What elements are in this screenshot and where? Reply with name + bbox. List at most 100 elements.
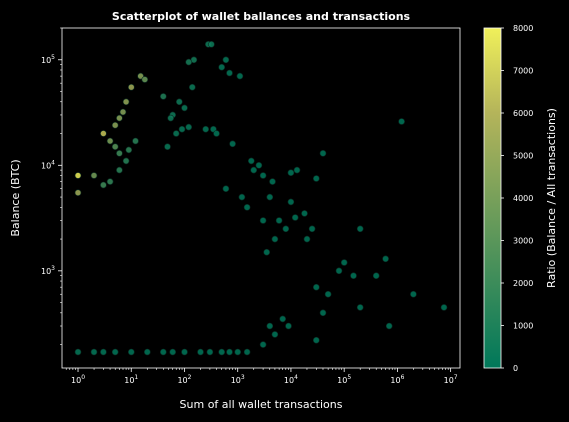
scatter-point xyxy=(125,146,133,154)
scatter-point xyxy=(132,137,139,145)
scatter-point xyxy=(287,198,295,206)
x-tick-label: 102 xyxy=(177,374,191,385)
scatter-point xyxy=(74,348,82,356)
x-axis-ticks: 100 101 102 103 104 105 106 107 xyxy=(65,368,458,385)
scatter-point xyxy=(271,331,279,338)
scatter-point xyxy=(222,185,230,192)
scatter-point xyxy=(111,121,119,129)
y-axis-ticks: 103 104 105 xyxy=(41,27,62,345)
scatter-point xyxy=(243,204,251,211)
scatter-point xyxy=(410,290,417,298)
scatter-point xyxy=(122,157,130,165)
scatter-point xyxy=(90,172,98,179)
scatter-point xyxy=(340,259,348,266)
scatter-point xyxy=(229,140,236,148)
y-tick-label: 105 xyxy=(41,54,55,65)
scatter-point xyxy=(293,166,301,174)
x-tick-label: 107 xyxy=(444,374,458,385)
scatter-point xyxy=(137,72,144,80)
colorbar-label: Ratio (Balance / All transactions) xyxy=(545,108,558,288)
scatter-point xyxy=(335,267,343,275)
scatter-point xyxy=(90,348,98,356)
scatter-point xyxy=(308,225,316,233)
scatter-point xyxy=(197,348,204,356)
scatter-point xyxy=(213,130,220,137)
scatter-point xyxy=(255,162,263,169)
scatter-point xyxy=(128,348,135,356)
colorbar-tick-label: 5000 xyxy=(513,152,533,161)
scatter-point xyxy=(385,322,393,330)
scatter-point xyxy=(287,169,295,176)
scatter-point xyxy=(266,322,274,330)
x-tick-label: 106 xyxy=(390,374,404,385)
scatter-point xyxy=(222,56,230,64)
scatter-point xyxy=(312,175,320,182)
scatter-point xyxy=(160,348,167,356)
scatter-point xyxy=(279,315,287,323)
scatter-point xyxy=(324,290,332,298)
colorbar-tick-label: 8000 xyxy=(513,24,533,33)
y-tick-label: 104 xyxy=(41,159,55,170)
scatter-point xyxy=(440,304,448,311)
scatter-point xyxy=(226,69,233,77)
colorbar-tick-label: 2000 xyxy=(513,279,533,288)
scatter-point xyxy=(282,225,290,233)
scatter-point xyxy=(100,181,107,189)
scatter-point xyxy=(319,309,327,317)
scatter-point xyxy=(185,58,192,66)
scatter-point xyxy=(185,123,192,131)
scatter-point xyxy=(226,348,233,356)
x-axis-label: Sum of all wallet transactions xyxy=(180,398,343,411)
scatter-point xyxy=(106,137,114,145)
colorbar-tick-label: 0 xyxy=(513,364,518,373)
scatter-point xyxy=(164,143,171,150)
scatter-point xyxy=(234,348,241,356)
colorbar-ticks: 0 1000 2000 3000 4000 5000 6000 7000 8000 xyxy=(501,24,533,373)
scatter-point xyxy=(111,143,119,150)
colorbar-tick-label: 1000 xyxy=(513,322,533,331)
scatter-point xyxy=(172,130,180,137)
scatter-point xyxy=(74,172,82,179)
scatter-point xyxy=(271,235,279,243)
scatter-point xyxy=(144,348,151,356)
scatter-point xyxy=(119,108,127,116)
colorbar-tick-label: 6000 xyxy=(513,109,533,118)
colorbar-gradient xyxy=(483,27,502,369)
x-tick-label: 103 xyxy=(231,374,245,385)
plot-area: 100 101 102 103 104 105 106 107 103 104 105 xyxy=(41,27,461,385)
chart-title: Scatterplot of wallet ballances and tran… xyxy=(112,10,411,23)
y-tick-label: 103 xyxy=(41,265,55,276)
scatter-point xyxy=(169,348,176,356)
scatter-point xyxy=(312,336,320,344)
scatter-point xyxy=(206,348,214,356)
scatter-point xyxy=(259,172,267,179)
y-axis-label: Balance (BTC) xyxy=(9,159,22,236)
scatter-point xyxy=(285,322,292,330)
scatter-point xyxy=(141,76,149,83)
plot-frame xyxy=(61,27,461,369)
scatter-point xyxy=(181,348,188,356)
scatter-point xyxy=(303,235,311,243)
scatter-point xyxy=(259,341,267,348)
scatter-point xyxy=(116,150,123,157)
scatter-point xyxy=(74,189,82,196)
scatter-point xyxy=(248,157,255,165)
scatter-point xyxy=(167,114,174,122)
scatter-point xyxy=(382,255,389,263)
scatter-point xyxy=(160,93,167,100)
x-tick-label: 101 xyxy=(124,374,138,385)
colorbar-tick-label: 4000 xyxy=(513,194,533,203)
scatter-point xyxy=(372,272,380,280)
x-tick-label: 104 xyxy=(284,374,298,385)
scatter-point xyxy=(275,217,283,224)
x-tick-label: 100 xyxy=(71,374,85,385)
scatter-point xyxy=(250,166,257,174)
scatter-point xyxy=(263,248,271,256)
scatter-point xyxy=(291,214,299,221)
scatter-point xyxy=(202,125,209,133)
colorbar-tick-label: 3000 xyxy=(513,237,533,246)
scatter-point xyxy=(176,98,183,106)
scatter-point xyxy=(301,210,308,217)
scatter-point xyxy=(208,40,215,48)
scatter-point xyxy=(319,150,327,157)
